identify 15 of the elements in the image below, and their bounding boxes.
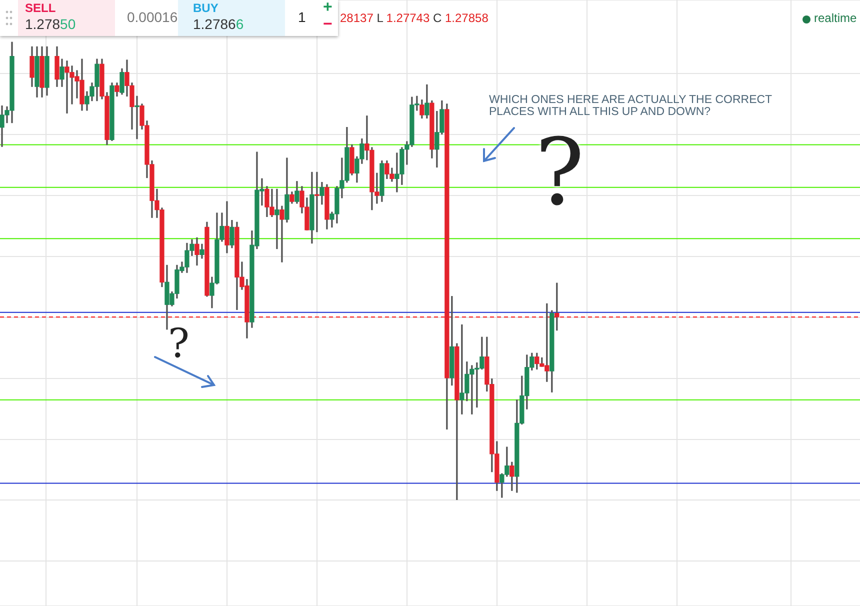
text: 1.27866 bbox=[193, 16, 244, 32]
annotation: WHICH ONES HERE ARE ACTUALLY THE CORRECT PLACES WITH ALL THIS UP AND DOWN? bbox=[489, 94, 773, 118]
candlestick bbox=[134, 96, 140, 140]
annotation: ? bbox=[168, 321, 190, 367]
text: − bbox=[323, 16, 332, 34]
candlestick bbox=[274, 188, 280, 250]
text: 0.00016 bbox=[127, 9, 178, 26]
text: 1 bbox=[298, 9, 306, 26]
text: realtime bbox=[814, 11, 857, 26]
text: SELL bbox=[25, 1, 56, 16]
text: 1.27850 bbox=[25, 16, 76, 32]
candlestick bbox=[314, 172, 320, 232]
text: + bbox=[323, 0, 332, 17]
text: BUY bbox=[193, 1, 218, 16]
text: 28137 L 1.27743 C 1.27858 bbox=[340, 11, 488, 25]
